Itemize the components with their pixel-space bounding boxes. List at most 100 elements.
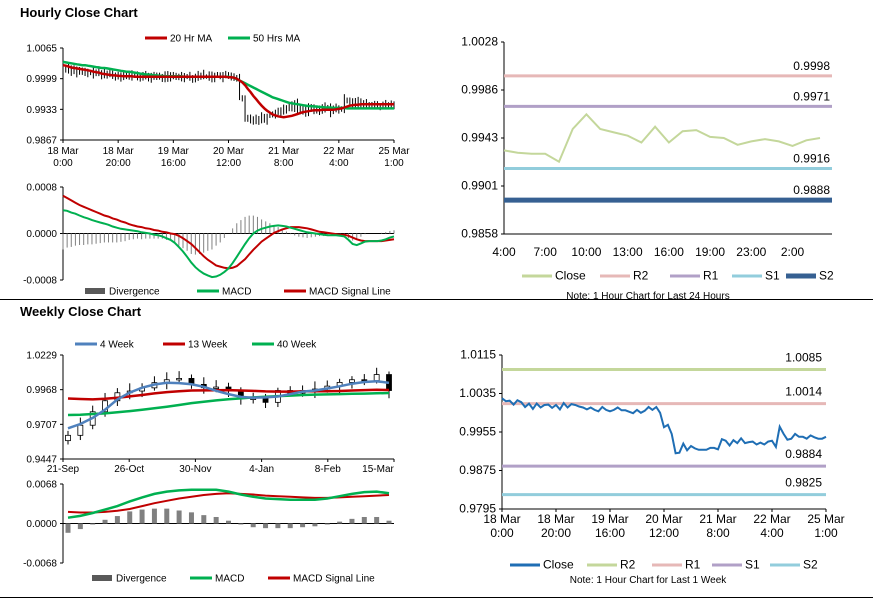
y-tick-label: -0.0008: [23, 276, 57, 287]
level-label-r2: 1.0085: [785, 350, 822, 364]
divergence-bar: [77, 523, 83, 530]
divergence-bar: [337, 521, 343, 524]
x-tick-label: 8-Feb: [315, 464, 342, 475]
legend-label: Divergence: [116, 574, 167, 585]
divergence-bar: [139, 509, 145, 524]
y-tick-label: 0.0068: [26, 480, 57, 491]
divergence-bar: [361, 516, 367, 524]
x-tick-date: 22 Mar: [323, 146, 355, 157]
x-tick-date: 20 Mar: [645, 512, 682, 526]
x-tick-time: 8:00: [706, 526, 730, 540]
divergence-bar: [65, 523, 71, 533]
x-tick-date: 21 Mar: [268, 146, 300, 157]
legend-label: R1: [703, 269, 719, 283]
divergence-bar: [90, 523, 96, 525]
x-tick-label: 21 Mar 8:00: [268, 146, 300, 169]
close-line: [501, 397, 827, 455]
x-tick-label: 18 Mar 0:00: [483, 512, 520, 540]
legend-label: S1: [765, 269, 780, 283]
divergence-bar: [386, 520, 392, 524]
hourly-macd-chart: 0.0008 0.0000 -0.0008 Divergence MACD MACD Si…: [23, 183, 395, 298]
x-tick-date: 22 Mar: [753, 512, 790, 526]
legend-swatch: [85, 288, 105, 294]
y-tick-label: 0.9955: [459, 425, 496, 439]
level-label-r1: 1.0014: [785, 385, 822, 399]
legend-label: MACD: [222, 287, 251, 298]
x-tick-date: 19 Mar: [158, 146, 190, 157]
x-tick-label: 21-Sep: [47, 464, 80, 475]
y-tick-label: 0.9795: [459, 502, 496, 516]
x-tick-time: 4:00: [329, 158, 349, 169]
legend-swatch: [92, 575, 112, 581]
candle-body: [65, 434, 71, 442]
x-tick-label: 19 Mar 16:00: [158, 146, 190, 169]
legend-label: S2: [803, 558, 818, 572]
level-label-r1: 0.9971: [793, 89, 830, 103]
x-tick-time: 16:00: [161, 158, 186, 169]
y-tick-label: -0.0068: [23, 559, 57, 570]
hourly-levels-chart: 1.0028 0.9986 0.9943 0.9901 0.9858 0.9998 0.99…: [461, 35, 834, 303]
y-tick-label: 0.0000: [26, 519, 57, 530]
x-tick-date: 20 Mar: [213, 146, 245, 157]
divergence-bar: [188, 512, 194, 524]
x-tick-label: 22 Mar 4:00: [323, 146, 355, 169]
divergence-bar: [213, 516, 219, 524]
w4-line: [67, 379, 390, 430]
legend-label: R2: [633, 269, 649, 283]
x-tick-label: 26-Oct: [114, 464, 144, 475]
level-label-s1: 0.9884: [785, 447, 822, 461]
divergence-bar: [312, 523, 318, 527]
x-tick-time: 20:00: [541, 526, 571, 540]
divergence-bar: [114, 516, 120, 524]
divergence-bar: [349, 518, 355, 524]
x-tick-label: 10:00: [571, 245, 601, 259]
legend-label: MACD Signal Line: [293, 574, 375, 585]
y-tick-label: 1.0028: [461, 35, 498, 49]
legend-label: R2: [620, 558, 636, 572]
x-tick-date: 19 Mar: [591, 512, 628, 526]
x-tick-date: 18 Mar: [47, 146, 79, 157]
x-tick-time: 4:00: [760, 526, 784, 540]
divergence-bar: [127, 511, 133, 524]
x-tick-label: 25 Mar 1:00: [378, 146, 410, 169]
level-label-s1: 0.9916: [793, 151, 830, 165]
x-tick-label: 22 Mar 4:00: [753, 512, 790, 540]
y-tick-label: 0.9901: [461, 179, 498, 193]
legend-label: Divergence: [109, 287, 160, 298]
level-label-s2: 0.9825: [785, 476, 822, 490]
y-tick-label: 0.9707: [26, 420, 57, 431]
divergence-bar: [176, 510, 182, 524]
legend-label: 40 Week: [277, 340, 317, 351]
x-tick-label: 15-Mar: [362, 464, 394, 475]
y-tick-label: 1.0229: [26, 351, 57, 362]
y-tick-label: 0.0008: [26, 183, 57, 194]
x-tick-label: 19:00: [695, 245, 725, 259]
y-tick-label: 1.0035: [459, 386, 496, 400]
divergence-bar: [238, 523, 244, 525]
x-tick-label: 18 Mar 20:00: [537, 512, 574, 540]
hourly-section-title: Hourly Close Chart: [20, 5, 138, 20]
x-tick-label: 20 Mar 12:00: [213, 146, 245, 169]
ma20-line: [62, 63, 394, 119]
divergence-bar: [102, 519, 108, 524]
divergence-bar: [164, 508, 170, 524]
x-tick-time: 20:00: [106, 158, 131, 169]
weekly-section-title: Weekly Close Chart: [20, 304, 142, 319]
divergence-bar: [201, 515, 207, 524]
divergence-bar: [250, 523, 256, 528]
macd-line: [62, 209, 395, 279]
x-tick-label: 13:00: [613, 245, 643, 259]
x-tick-time: 0:00: [490, 526, 514, 540]
x-tick-label: 25 Mar 1:00: [807, 512, 844, 540]
x-tick-date: 25 Mar: [378, 146, 410, 157]
x-tick-label: 7:00: [534, 245, 558, 259]
macd-line: [67, 488, 390, 519]
chart-note: Note: 1 Hour Chart for Last 1 Week: [570, 575, 728, 586]
x-tick-date: 18 Mar: [537, 512, 574, 526]
divergence-bar: [263, 523, 269, 529]
x-tick-date: 18 Mar: [483, 512, 520, 526]
candle-body: [262, 397, 269, 403]
legend-label: Close: [555, 269, 586, 283]
